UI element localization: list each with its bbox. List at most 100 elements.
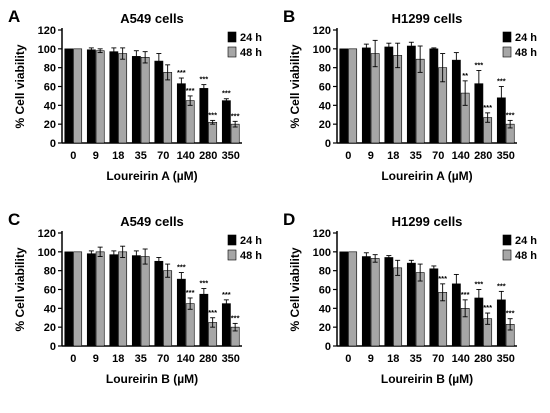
y-tick-label: 60 bbox=[44, 285, 56, 297]
legend-label-0: 24 h bbox=[515, 32, 537, 44]
x-tick-label: 35 bbox=[410, 353, 422, 365]
significance-label: *** bbox=[461, 290, 470, 299]
y-tick-label: 40 bbox=[44, 303, 56, 315]
x-tick-label: 70 bbox=[432, 150, 444, 162]
bar-48h-18 bbox=[118, 53, 128, 144]
bar-48h-280 bbox=[208, 121, 218, 144]
x-tick-label: 140 bbox=[177, 150, 195, 162]
significance-label: *** bbox=[497, 77, 506, 86]
x-tick-label: 35 bbox=[410, 150, 422, 162]
bar-24h-35 bbox=[131, 255, 141, 347]
x-tick-label: 9 bbox=[93, 150, 99, 162]
legend-swatch-0 bbox=[227, 31, 237, 43]
x-tick-label: 0 bbox=[70, 150, 76, 162]
y-tick-label: 120 bbox=[313, 228, 331, 240]
bar-24h-70 bbox=[154, 260, 164, 347]
y-tick-label: 80 bbox=[44, 63, 56, 75]
chart-title: H1299 cells bbox=[392, 11, 463, 26]
bar-24h-0 bbox=[64, 251, 74, 347]
bar-24h-9 bbox=[361, 47, 371, 144]
y-axis-label: % Cell viability bbox=[288, 44, 302, 128]
y-tick-label: 20 bbox=[44, 322, 56, 334]
x-axis-label: Loureirin A (µM) bbox=[381, 169, 472, 183]
x-tick-label: 70 bbox=[157, 150, 169, 162]
y-tick-label: 20 bbox=[44, 119, 56, 131]
y-tick-label: 80 bbox=[44, 266, 56, 278]
legend-swatch-0 bbox=[227, 234, 237, 246]
panel-a: A A549 cells % Cell viability 0 20 40 60 80 100 1… bbox=[8, 7, 262, 183]
y-tick-label: 100 bbox=[38, 44, 56, 56]
bar-48h-70 bbox=[163, 270, 173, 347]
bar-48h-18 bbox=[393, 55, 403, 144]
x-tick-label: 18 bbox=[387, 353, 399, 365]
significance-label: *** bbox=[186, 86, 195, 95]
bar-24h-0 bbox=[339, 48, 349, 144]
panel-letter: A bbox=[8, 7, 20, 26]
x-tick-label: 140 bbox=[452, 353, 470, 365]
x-axis-label: Loureirin B (µM) bbox=[381, 372, 473, 386]
y-tick-label: 20 bbox=[319, 322, 331, 334]
bar-24h-9 bbox=[86, 49, 96, 144]
chart-title: H1299 cells bbox=[392, 214, 463, 229]
y-tick-label: 40 bbox=[44, 100, 56, 112]
bar-48h-70 bbox=[163, 72, 173, 144]
bar-48h-0 bbox=[348, 48, 358, 144]
y-tick-label: 80 bbox=[319, 63, 331, 75]
significance-label: *** bbox=[199, 75, 208, 84]
x-tick-label: 18 bbox=[112, 150, 124, 162]
panel-c: C A549 cells % Cell viability 0 20 40 60 80 100 1… bbox=[8, 210, 262, 386]
y-tick-label: 60 bbox=[319, 285, 331, 297]
y-tick-label: 120 bbox=[38, 228, 56, 240]
y-tick-label: 0 bbox=[50, 341, 56, 353]
y-tick-label: 0 bbox=[325, 341, 331, 353]
y-tick-label: 60 bbox=[44, 82, 56, 94]
bar-24h-35 bbox=[131, 56, 141, 144]
x-tick-label: 0 bbox=[70, 353, 76, 365]
bar-24h-350 bbox=[221, 100, 231, 144]
panel-d: D H1299 cells % Cell viability 0 20 40 60 80 100… bbox=[283, 210, 537, 386]
legend-swatch-0 bbox=[502, 234, 512, 246]
chart-title: A549 cells bbox=[120, 214, 184, 229]
legend-label-0: 24 h bbox=[515, 235, 537, 247]
significance-label: *** bbox=[506, 309, 515, 318]
x-tick-label: 70 bbox=[432, 353, 444, 365]
bar-48h-0 bbox=[73, 251, 83, 347]
significance-label: *** bbox=[438, 274, 447, 283]
significance-label: *** bbox=[186, 288, 195, 297]
legend-label-1: 48 h bbox=[240, 47, 262, 59]
significance-label: *** bbox=[208, 110, 217, 119]
significance-label: *** bbox=[208, 308, 217, 317]
legend-label-0: 24 h bbox=[240, 32, 262, 44]
y-tick-label: 100 bbox=[38, 247, 56, 259]
legend-label-0: 24 h bbox=[240, 235, 262, 247]
x-tick-label: 35 bbox=[135, 353, 147, 365]
significance-label: *** bbox=[177, 68, 186, 77]
bar-24h-70 bbox=[429, 268, 439, 347]
significance-label: *** bbox=[474, 60, 483, 69]
legend-swatch-0 bbox=[502, 31, 512, 43]
y-tick-label: 20 bbox=[319, 119, 331, 131]
x-tick-label: 350 bbox=[497, 150, 515, 162]
legend-label-1: 48 h bbox=[515, 47, 537, 59]
bar-24h-18 bbox=[384, 257, 394, 347]
legend-swatch-1 bbox=[227, 249, 237, 261]
bar-48h-18 bbox=[393, 267, 403, 347]
bar-24h-9 bbox=[361, 256, 371, 347]
y-tick-label: 0 bbox=[50, 138, 56, 150]
significance-label: *** bbox=[497, 281, 506, 290]
x-tick-label: 280 bbox=[199, 353, 217, 365]
bar-24h-18 bbox=[384, 46, 394, 144]
y-axis-label: % Cell viability bbox=[13, 247, 27, 331]
significance-label: *** bbox=[199, 279, 208, 288]
bar-24h-280 bbox=[199, 293, 209, 347]
y-tick-label: 80 bbox=[319, 266, 331, 278]
bar-48h-35 bbox=[140, 57, 150, 144]
x-axis-label: Loureirin A (µM) bbox=[106, 169, 197, 183]
significance-label: *** bbox=[506, 110, 515, 119]
chart-title: A549 cells bbox=[120, 11, 184, 26]
bar-24h-350 bbox=[221, 303, 231, 347]
bar-24h-0 bbox=[64, 48, 74, 144]
significance-label: *** bbox=[231, 313, 240, 322]
panel-letter: D bbox=[283, 210, 295, 229]
x-tick-label: 35 bbox=[135, 150, 147, 162]
